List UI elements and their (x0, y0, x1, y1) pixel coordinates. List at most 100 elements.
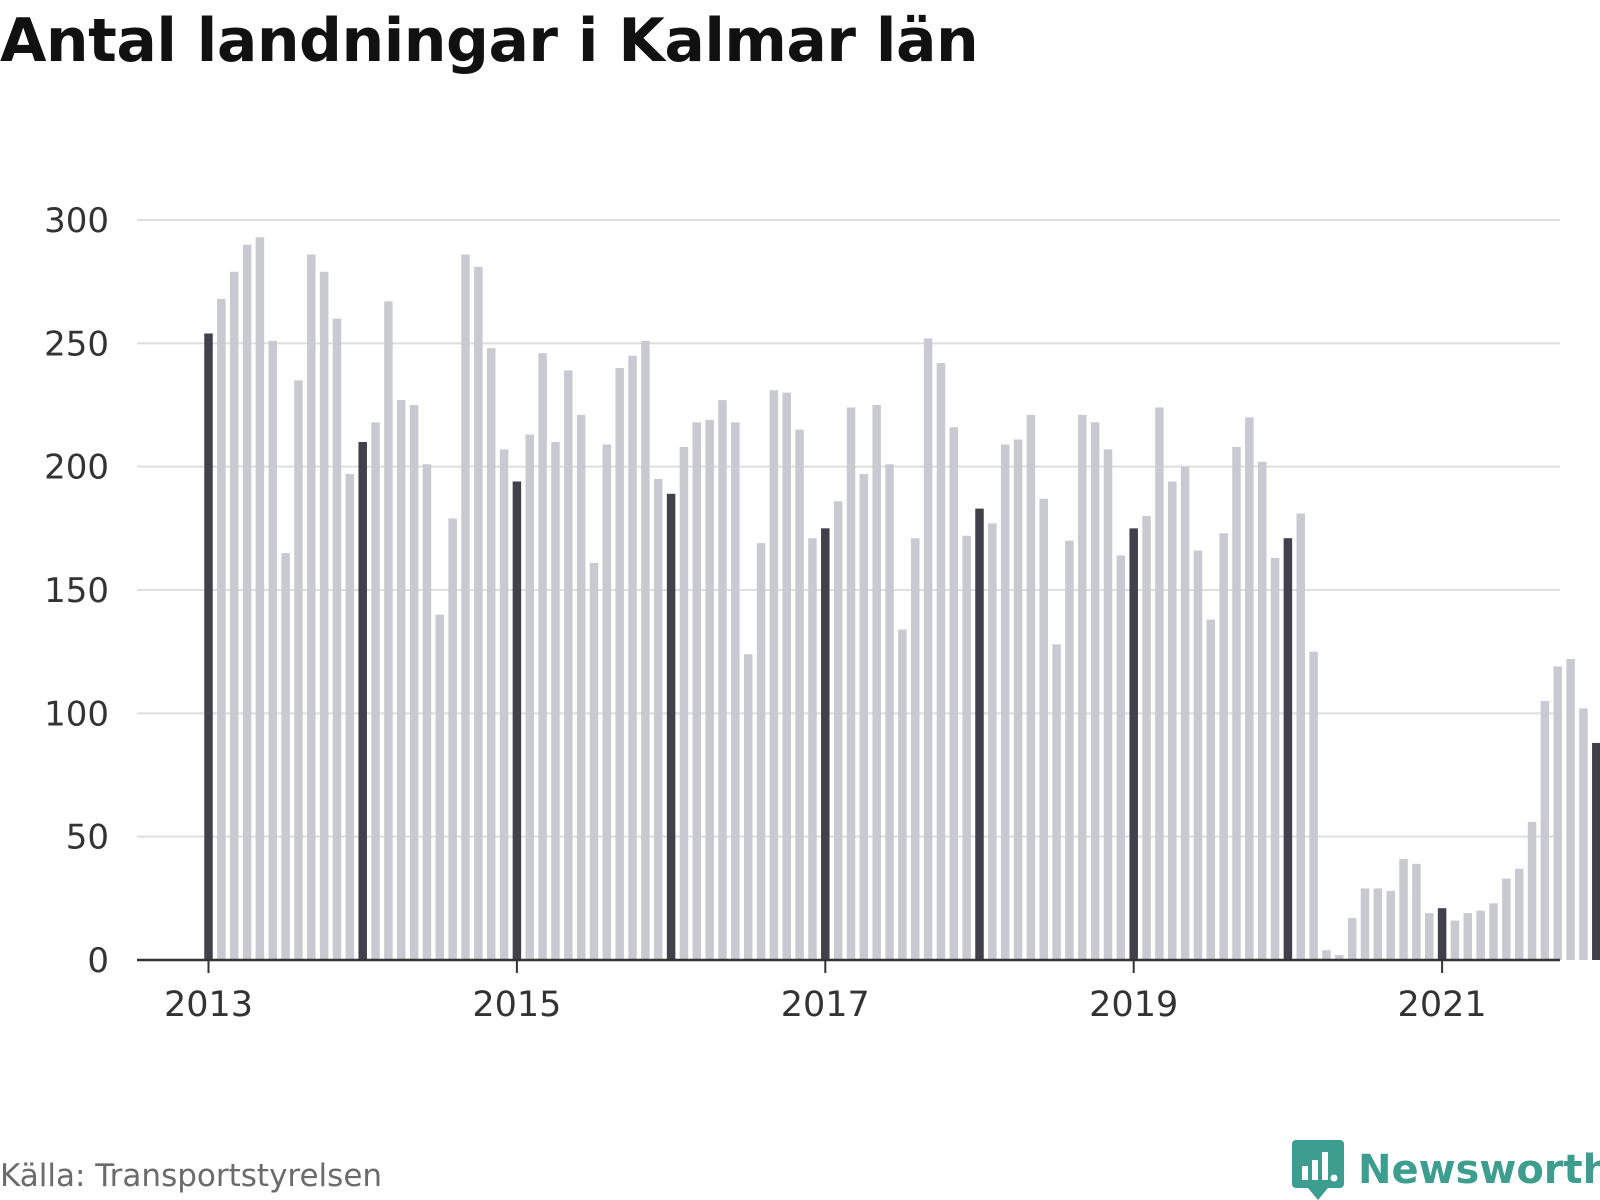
bar (654, 479, 663, 960)
bar (1412, 863, 1421, 960)
x-tick-label: 2013 (164, 985, 253, 1025)
y-tick-label: 300 (44, 201, 109, 241)
x-tick-label: 2015 (472, 985, 561, 1025)
bar (294, 380, 303, 960)
bar (743, 654, 753, 960)
bar (1502, 878, 1511, 960)
bar (936, 363, 946, 961)
bar (641, 340, 650, 960)
bar (782, 392, 791, 961)
bar (872, 405, 881, 960)
bar (859, 474, 869, 960)
bar (975, 508, 984, 960)
bar (551, 442, 560, 960)
bar (564, 370, 573, 960)
bar (756, 543, 766, 960)
bar (1566, 659, 1575, 960)
bar (474, 266, 483, 960)
y-tick-label: 150 (44, 571, 109, 611)
y-tick-label: 0 (87, 941, 109, 981)
bar (833, 501, 843, 960)
bar (911, 538, 920, 960)
bar (705, 419, 714, 960)
bar (217, 298, 226, 960)
bar (538, 353, 547, 960)
bar (525, 434, 534, 961)
bar (1527, 821, 1537, 960)
bar (1245, 417, 1254, 960)
bar (949, 427, 959, 960)
bar (679, 446, 689, 960)
bar (988, 523, 997, 960)
bar (319, 271, 329, 960)
bar (923, 338, 933, 960)
bar (422, 464, 432, 960)
axis-labels: 0501001502002503002013201520172019202120… (44, 201, 1487, 1025)
bar (1386, 890, 1395, 960)
bar (1592, 742, 1600, 960)
bar (448, 518, 457, 960)
bar (1283, 538, 1293, 960)
bar (1219, 533, 1228, 960)
x-axis (137, 958, 1560, 973)
bar (1257, 461, 1267, 960)
x-tick-label: 2019 (1089, 985, 1178, 1025)
chart-title: Antal landningar i Kalmar län (0, 6, 979, 76)
bar (1489, 903, 1498, 960)
bar (1078, 414, 1087, 960)
bar (589, 562, 599, 960)
bar (1232, 446, 1241, 960)
bar (1155, 407, 1164, 960)
bar (1193, 550, 1203, 960)
bar (1090, 422, 1100, 960)
y-tick-label: 50 (66, 818, 109, 858)
bar (1476, 910, 1485, 960)
bar (1399, 858, 1408, 960)
bar (808, 538, 817, 960)
bar (846, 407, 856, 960)
bar (1463, 913, 1473, 960)
bar (1553, 666, 1562, 960)
bar (1206, 619, 1216, 960)
bar (204, 333, 213, 960)
y-tick-label: 100 (44, 694, 109, 734)
bar (1335, 955, 1344, 960)
bar (1270, 557, 1280, 960)
bar (821, 528, 830, 960)
brand-logo: Newsworthy (1292, 1140, 1600, 1200)
bars (204, 237, 1600, 961)
newsworthy-logo-icon (1292, 1140, 1344, 1200)
bar (1026, 414, 1036, 960)
brand-name: Newsworthy (1358, 1147, 1600, 1193)
bar (371, 422, 380, 960)
bar (962, 535, 971, 960)
bar (1039, 498, 1048, 960)
bar (1052, 644, 1061, 960)
bar (576, 414, 586, 960)
bar (1000, 444, 1010, 960)
bar (1103, 449, 1113, 960)
bar (435, 614, 445, 960)
bar (1129, 528, 1138, 960)
bar (307, 254, 316, 961)
bar (692, 422, 702, 960)
x-tick-label: 2017 (781, 985, 870, 1025)
bar (1142, 516, 1151, 960)
bar (1309, 651, 1318, 960)
source-note: Källa: Transportstyrelsen (0, 1158, 383, 1194)
bar (1322, 950, 1331, 960)
bar (461, 254, 470, 961)
bar (281, 553, 290, 960)
bar (229, 271, 239, 960)
bar (1296, 513, 1305, 960)
bar (731, 422, 740, 960)
bar (1065, 540, 1074, 960)
bar (1514, 868, 1524, 960)
bar (1180, 466, 1190, 960)
bar (885, 464, 894, 960)
bar (769, 390, 779, 960)
bar (1168, 481, 1177, 960)
bar (602, 444, 612, 960)
bar (255, 237, 265, 960)
bar (1360, 888, 1370, 960)
